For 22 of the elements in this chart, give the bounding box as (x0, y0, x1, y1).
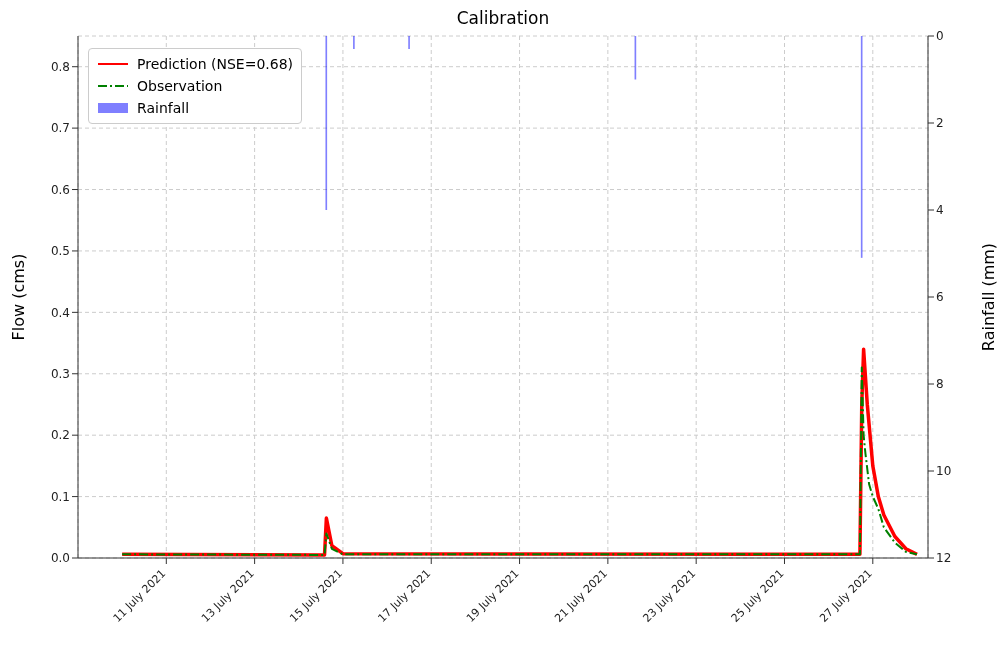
y2-axis-title: Rainfall (mm) (978, 242, 998, 352)
y-tick-label: 0.6 (50, 182, 70, 197)
legend-label: Prediction (NSE=0.68) (137, 56, 294, 72)
y-tick-label: 0.8 (50, 59, 70, 74)
y-tick-label: 0.3 (50, 367, 70, 382)
legend-label: Observation (137, 78, 223, 94)
y-tick-label: 0.0 (50, 551, 70, 566)
y-tick-label: 0.2 (50, 428, 70, 443)
y2-tick-label: 12 (936, 551, 952, 566)
y2-tick-label: 8 (936, 377, 944, 392)
y-tick-label: 0.1 (50, 489, 70, 504)
y-tick-label: 0.5 (50, 244, 70, 259)
y2-tick-label: 0 (936, 29, 944, 44)
chart-title: Calibration (455, 8, 551, 30)
y-tick-label: 0.4 (50, 305, 70, 320)
y2-tick-label: 10 (936, 464, 952, 479)
y-axis-title: Flow (cms) (8, 253, 28, 341)
legend-label: Rainfall (137, 100, 190, 116)
y2-tick-label: 6 (936, 290, 944, 305)
y2-tick-label: 4 (936, 203, 944, 218)
y2-tick-label: 2 (936, 116, 944, 131)
y-tick-label: 0.7 (50, 121, 70, 136)
